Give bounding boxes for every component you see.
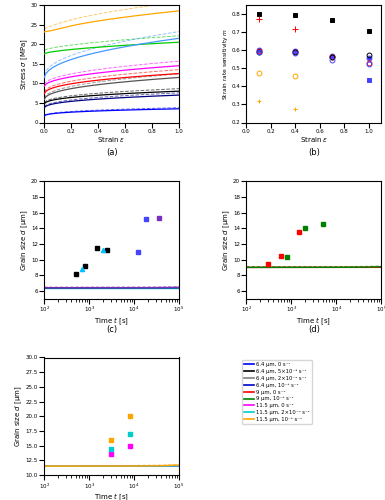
Legend: 6.4 μm, 0 s⁻¹, 6.4 μm, 5×10⁻⁵ s⁻¹, 6.4 μm, 2×10⁻⁴ s⁻¹, 6.4 μm, 10⁻³ s⁻¹, 9 μm, 0: 6.4 μm, 0 s⁻¹, 6.4 μm, 5×10⁻⁵ s⁻¹, 6.4 μ… [242,360,312,424]
X-axis label: Time $t$ [s]: Time $t$ [s] [94,316,129,327]
X-axis label: Time $t$ [s]: Time $t$ [s] [94,492,129,500]
Y-axis label: Grain size $d$ [μm]: Grain size $d$ [μm] [14,386,24,447]
X-axis label: Strain $\varepsilon$: Strain $\varepsilon$ [300,135,328,144]
Text: (c): (c) [106,324,117,334]
X-axis label: Strain $\varepsilon$: Strain $\varepsilon$ [97,135,126,144]
Y-axis label: Strain rate sensitivity $m$: Strain rate sensitivity $m$ [221,28,230,100]
Text: (b): (b) [308,148,320,158]
X-axis label: Time $t$ [s]: Time $t$ [s] [296,316,331,327]
Y-axis label: Stress $\sigma$ [MPa]: Stress $\sigma$ [MPa] [19,38,30,90]
Text: (a): (a) [106,148,117,158]
Y-axis label: Grain size $d$ [μm]: Grain size $d$ [μm] [221,209,232,271]
Text: (d): (d) [308,324,320,334]
Y-axis label: Grain size $d$ [μm]: Grain size $d$ [μm] [19,209,30,271]
